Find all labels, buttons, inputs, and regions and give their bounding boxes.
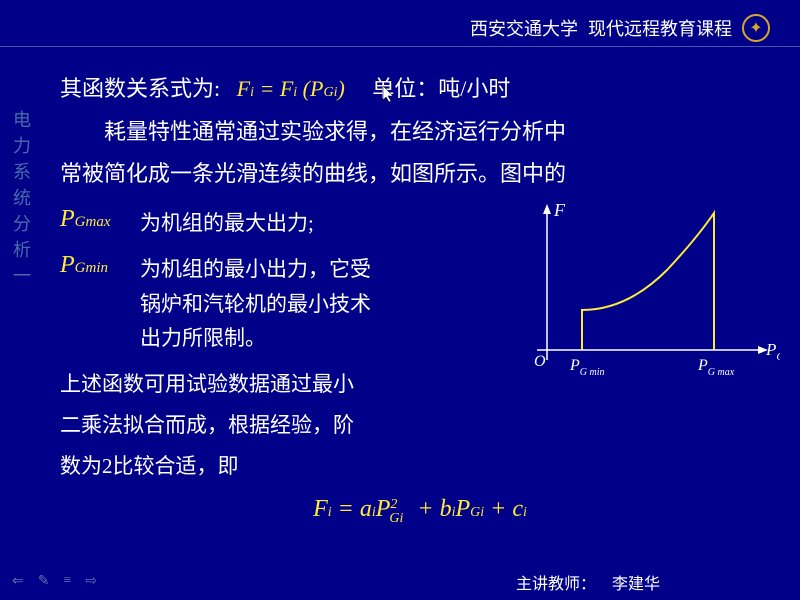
header-divider: [0, 46, 800, 47]
course-name: 现代远程教育课程: [588, 15, 732, 41]
pgmax-desc: 为机组的最大出力;: [140, 206, 314, 241]
para1-line1: 耗量特性通常通过实验求得，在经济运行分析中: [60, 113, 780, 152]
intro-text: 其函数关系式为:: [60, 76, 220, 101]
para2-l3: 数为2比较合适，即: [60, 448, 780, 485]
nav-prev-icon[interactable]: ⇐: [12, 573, 24, 590]
origin-label: O: [534, 353, 546, 370]
y-arrow: [543, 204, 551, 214]
chart-svg: F O PG PG min PG max: [522, 200, 780, 420]
x-label: PG: [765, 340, 780, 363]
pgmin-symbol: PGmin: [60, 252, 128, 279]
lecturer-name: 李建华: [612, 576, 660, 593]
lecturer-label: 主讲教师：: [516, 576, 596, 593]
fuel-curve-chart: F O PG PG min PG max: [522, 200, 780, 420]
pgmax-symbol: PGmax: [60, 206, 128, 233]
para1-line2: 常被简化成一条光滑连续的曲线，如图所示。图中的: [60, 155, 780, 194]
unit-text: 单位：吨/小时: [372, 76, 510, 101]
logo-icon: ✦: [749, 18, 762, 38]
sidebar-title: 电力系统分析一: [8, 110, 34, 292]
formula-2: Fi = aiP2Gi + biPGi + ci: [60, 496, 780, 523]
header: 西安交通大学 现代远程教育课程 ✦: [470, 14, 770, 42]
nav-menu-icon[interactable]: ≡: [63, 573, 71, 590]
university-logo: ✦: [742, 14, 770, 42]
x-min-label: PG min: [569, 357, 605, 378]
line-formula-intro: 其函数关系式为: Fi = Fi (PGi) 单位：吨/小时: [60, 70, 780, 109]
nav-edit-icon[interactable]: ✎: [38, 573, 50, 590]
pgmin-desc: 为机组的最小出力，它受 锅炉和汽轮机的最小技术 出力所限制。: [140, 252, 371, 356]
footer: 主讲教师： 李建华: [516, 570, 660, 594]
y-label: F: [553, 200, 566, 220]
formula-1: Fi = Fi (PGi): [237, 76, 351, 101]
nav-controls: ⇐ ✎ ≡ ⇨: [12, 573, 97, 590]
x-max-label: PG max: [697, 357, 735, 378]
nav-next-icon[interactable]: ⇨: [85, 573, 97, 590]
university-name: 西安交通大学: [470, 15, 578, 41]
curve: [582, 213, 714, 350]
